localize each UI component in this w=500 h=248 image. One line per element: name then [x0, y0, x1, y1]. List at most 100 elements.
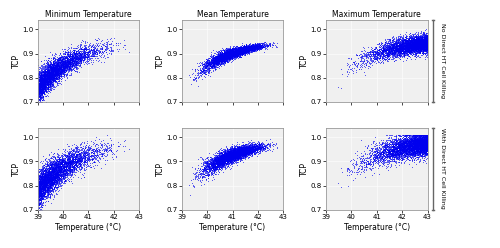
Point	[205, 159, 213, 163]
Point	[242, 150, 250, 154]
Point	[240, 48, 248, 52]
Point	[232, 51, 239, 55]
Point	[416, 34, 424, 38]
Point	[394, 44, 402, 48]
Point	[192, 171, 200, 175]
Point	[249, 148, 257, 152]
Point	[394, 53, 402, 57]
Point	[58, 69, 66, 73]
Point	[48, 68, 56, 72]
Point	[70, 59, 78, 63]
Point	[423, 142, 431, 146]
Point	[408, 39, 416, 43]
Point	[241, 147, 249, 151]
Point	[220, 55, 228, 59]
Point	[45, 72, 53, 76]
Point	[37, 181, 45, 185]
Point	[414, 142, 422, 146]
Point	[70, 165, 78, 169]
Point	[418, 45, 426, 49]
Point	[394, 152, 402, 155]
Point	[413, 40, 421, 44]
Point	[383, 43, 391, 47]
Point	[390, 149, 398, 153]
Point	[216, 58, 224, 62]
Point	[54, 162, 62, 166]
Point	[34, 71, 42, 75]
Point	[424, 40, 432, 44]
Point	[48, 70, 56, 74]
Point	[94, 153, 102, 157]
Point	[421, 45, 429, 49]
Point	[412, 38, 420, 42]
Point	[206, 162, 214, 166]
Point	[50, 87, 58, 91]
Point	[66, 160, 74, 164]
Point	[414, 146, 422, 150]
Point	[52, 67, 60, 71]
Point	[418, 142, 426, 146]
Point	[231, 151, 239, 155]
Point	[36, 197, 44, 201]
Point	[40, 81, 48, 85]
Point	[218, 155, 226, 159]
Point	[378, 55, 386, 59]
Point	[57, 58, 65, 62]
Point	[419, 49, 427, 53]
Point	[57, 166, 65, 170]
Point	[222, 152, 230, 155]
Point	[68, 64, 76, 68]
Point	[406, 38, 414, 42]
Point	[221, 156, 229, 160]
Point	[228, 147, 236, 151]
Point	[56, 159, 64, 163]
Point	[56, 171, 64, 175]
Point	[408, 44, 416, 48]
Point	[411, 147, 419, 151]
Point	[232, 152, 239, 156]
Point	[238, 151, 246, 155]
Point	[421, 38, 429, 42]
Point	[37, 84, 45, 88]
Point	[400, 140, 407, 144]
Point	[396, 57, 404, 61]
Point	[420, 144, 428, 148]
Point	[400, 41, 408, 45]
Point	[418, 139, 426, 143]
Point	[55, 173, 63, 177]
Point	[417, 133, 425, 137]
Point	[216, 155, 224, 158]
Point	[412, 39, 420, 43]
Point	[227, 56, 235, 60]
Point	[376, 56, 384, 60]
Point	[232, 149, 240, 153]
Point	[216, 53, 224, 57]
Point	[44, 176, 52, 180]
Point	[406, 43, 413, 47]
Point	[412, 36, 420, 40]
Point	[114, 144, 122, 148]
Point	[414, 46, 422, 50]
Point	[234, 152, 242, 155]
Point	[71, 53, 79, 57]
Point	[48, 172, 56, 176]
Point	[38, 85, 46, 89]
Point	[420, 140, 428, 144]
Point	[34, 182, 42, 186]
Point	[242, 146, 250, 150]
Point	[240, 51, 248, 55]
Point	[70, 57, 78, 61]
Point	[214, 52, 222, 56]
Point	[234, 55, 242, 59]
Point	[400, 147, 408, 151]
Point	[421, 147, 429, 151]
Point	[209, 160, 217, 164]
Point	[416, 46, 424, 50]
Point	[201, 75, 209, 79]
Point	[414, 46, 422, 50]
Point	[215, 155, 223, 159]
Point	[420, 144, 428, 148]
Point	[408, 143, 416, 147]
Point	[200, 164, 208, 168]
Point	[34, 197, 42, 201]
